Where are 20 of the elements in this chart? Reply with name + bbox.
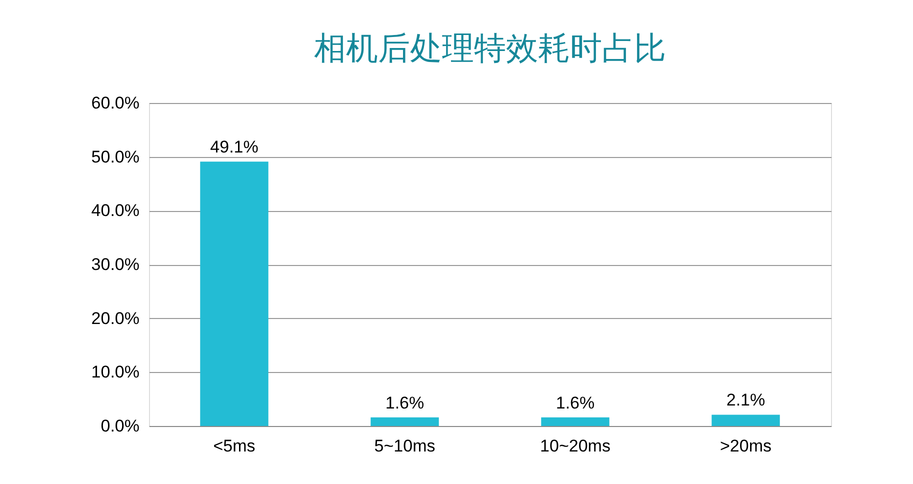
bar <box>541 417 610 426</box>
x-tick-label: >20ms <box>720 436 772 456</box>
data-label: 2.1% <box>726 390 766 410</box>
y-tick-label: 40.0% <box>91 201 140 220</box>
chart-title: 相机后处理特效耗时占比 <box>314 30 666 66</box>
data-label: 1.6% <box>556 393 595 412</box>
y-tick-label: 60.0% <box>91 94 140 112</box>
bar <box>712 414 780 426</box>
bar <box>370 417 439 426</box>
y-tick-label: 30.0% <box>91 255 140 274</box>
y-tick-label: 0.0% <box>100 416 140 436</box>
data-label: 49.1% <box>210 138 258 157</box>
x-tick-label: 10~20ms <box>540 436 610 456</box>
x-tick-label: 5~10ms <box>374 436 436 456</box>
y-tick-label: 10.0% <box>91 362 140 382</box>
y-tick-label: 50.0% <box>91 147 140 166</box>
data-label: 1.6% <box>385 393 424 412</box>
y-tick-label: 20.0% <box>91 308 140 328</box>
bar <box>200 162 268 426</box>
x-tick-label: <5ms <box>213 436 256 456</box>
